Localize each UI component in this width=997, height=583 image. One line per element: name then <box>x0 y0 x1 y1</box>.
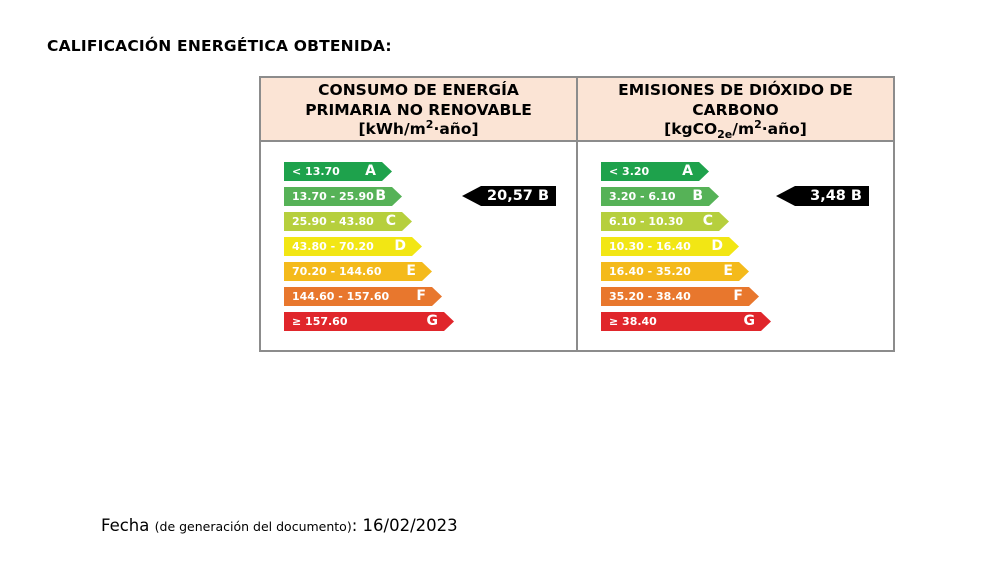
scale-range: 35.20 - 38.40 <box>609 290 691 303</box>
scale-bar-c: 6.10 - 10.30 C <box>601 212 729 231</box>
scale-bar-a: < 3.20 A <box>601 162 709 181</box>
scale-bar-b: 3.20 - 6.10 B <box>601 187 719 206</box>
scale-letter: C <box>385 213 396 229</box>
scale-letter: F <box>416 288 426 304</box>
scale-bar-a: < 13.70 A <box>284 162 392 181</box>
energy-title-line2: PRIMARIA NO RENOVABLE <box>305 100 532 119</box>
scale-bar-g: ≥ 157.60 G <box>284 312 454 331</box>
scale-letter: D <box>394 238 406 254</box>
energy-title-line1: CONSUMO DE ENERGÍA <box>318 81 519 99</box>
scale-bar-f: 35.20 - 38.40 F <box>601 287 759 306</box>
scale-range: 70.20 - 144.60 <box>292 265 382 278</box>
scale-bar-b: 13.70 - 25.90 B <box>284 187 402 206</box>
emissions-panel: EMISIONES DE DIÓXIDO DE CARBONO [kgCO2e/… <box>576 78 893 350</box>
footer-note: (de generación del documento) <box>154 519 352 534</box>
scale-range: 16.40 - 35.20 <box>609 265 691 278</box>
footer-date: 16/02/2023 <box>362 516 458 535</box>
emissions-unit: [kgCO2e/m2·año] <box>664 117 807 142</box>
footer-label: Fecha <box>101 516 150 535</box>
scale-letter: A <box>365 163 376 179</box>
emissions-title-line2: CARBONO <box>692 100 779 119</box>
scale-letter: A <box>682 163 693 179</box>
scale-range: 25.90 - 43.80 <box>292 215 374 228</box>
scale-letter: B <box>692 188 703 204</box>
scale-range: ≥ 157.60 <box>292 315 348 328</box>
scale-bar-f: 144.60 - 157.60 F <box>284 287 442 306</box>
scale-range: < 13.70 <box>292 165 340 178</box>
scale-bar-e: 16.40 - 35.20 E <box>601 262 749 281</box>
scale-bar-d: 43.80 - 70.20 D <box>284 237 422 256</box>
scale-letter: C <box>702 213 713 229</box>
emissions-title-line1: EMISIONES DE DIÓXIDO DE <box>618 81 853 99</box>
energy-panel: CONSUMO DE ENERGÍA PRIMARIA NO RENOVABLE… <box>261 78 576 350</box>
energy-unit: [kWh/m2·año] <box>358 117 479 138</box>
rating-table: CONSUMO DE ENERGÍA PRIMARIA NO RENOVABLE… <box>259 76 895 352</box>
scale-range: ≥ 38.40 <box>609 315 657 328</box>
scale-letter: D <box>711 238 723 254</box>
scale-letter: F <box>733 288 743 304</box>
scale-bar-g: ≥ 38.40 G <box>601 312 771 331</box>
scale-bar-c: 25.90 - 43.80 C <box>284 212 412 231</box>
emissions-panel-header: EMISIONES DE DIÓXIDO DE CARBONO [kgCO2e/… <box>578 78 893 142</box>
scale-range: 144.60 - 157.60 <box>292 290 390 303</box>
scale-range: 3.20 - 6.10 <box>609 190 676 203</box>
scale-letter: E <box>723 263 733 279</box>
scale-letter: G <box>743 313 755 329</box>
scale-range: 6.10 - 10.30 <box>609 215 684 228</box>
scale-letter: E <box>406 263 416 279</box>
scale-bar-e: 70.20 - 144.60 E <box>284 262 432 281</box>
scale-range: 10.30 - 16.40 <box>609 240 691 253</box>
scale-range: < 3.20 <box>609 165 650 178</box>
footer-date-line: Fecha (de generación del documento): 16/… <box>101 516 458 535</box>
scale-range: 43.80 - 70.20 <box>292 240 374 253</box>
scale-letter: G <box>426 313 438 329</box>
scale-range: 13.70 - 25.90 <box>292 190 374 203</box>
emissions-rating-indicator: 3,48 B <box>776 186 869 206</box>
energy-panel-header: CONSUMO DE ENERGÍA PRIMARIA NO RENOVABLE… <box>261 78 576 142</box>
scale-bar-d: 10.30 - 16.40 D <box>601 237 739 256</box>
scale-letter: B <box>375 188 386 204</box>
energy-rating-indicator: 20,57 B <box>462 186 556 206</box>
footer-separator: : <box>351 516 358 535</box>
page-heading: CALIFICACIÓN ENERGÉTICA OBTENIDA: <box>47 37 392 55</box>
